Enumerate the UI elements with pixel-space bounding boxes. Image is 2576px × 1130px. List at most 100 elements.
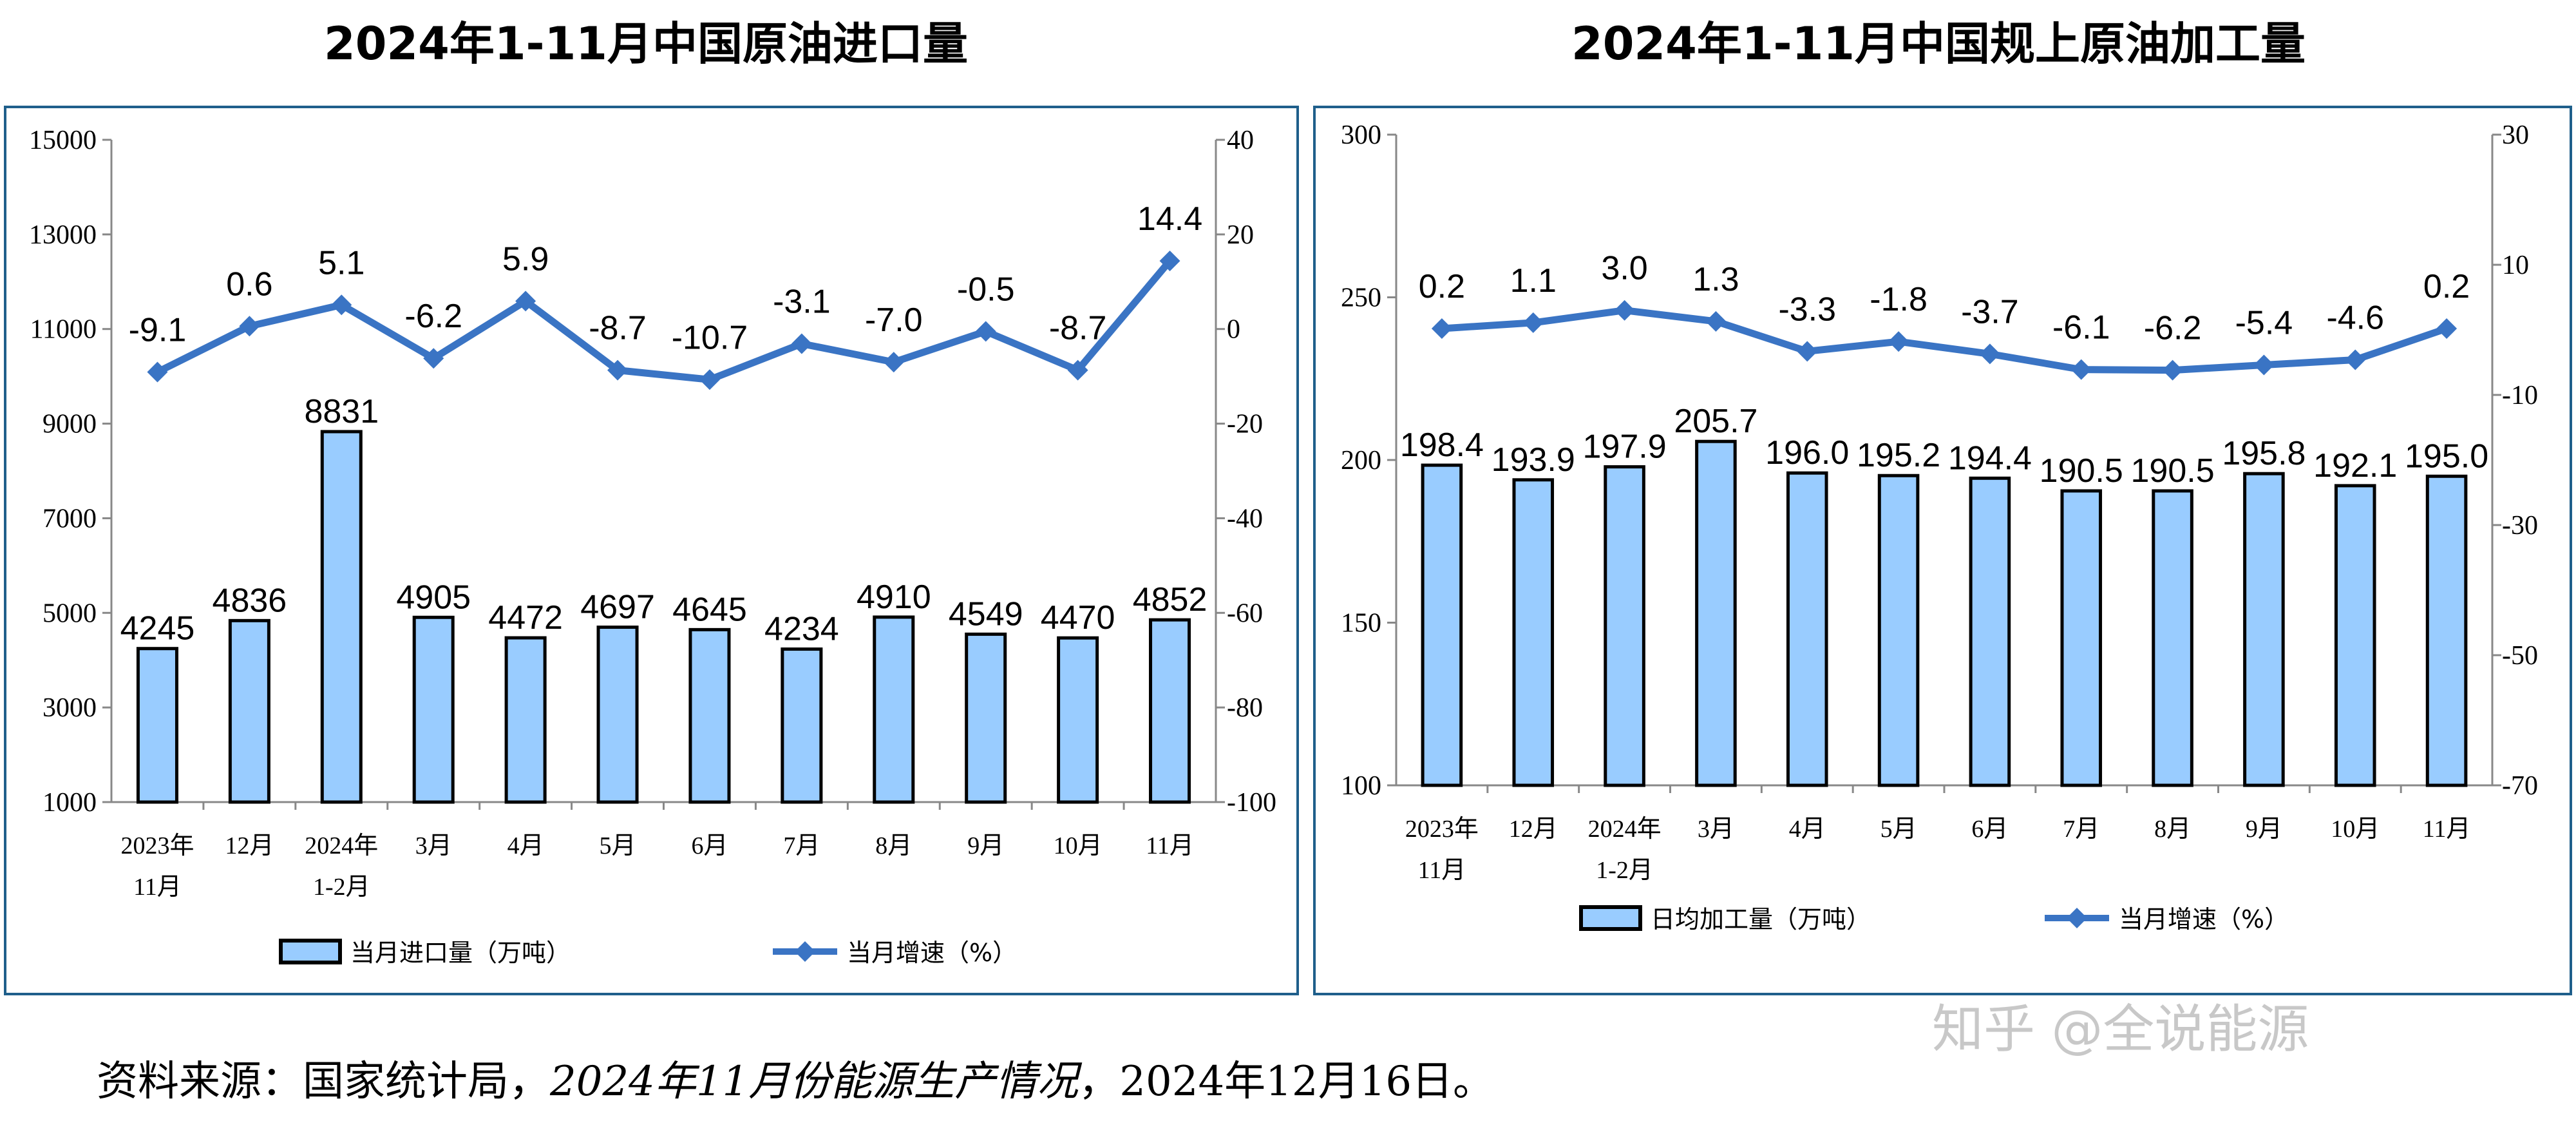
line-marker bbox=[239, 316, 260, 337]
left-tick-label: 1000 bbox=[43, 788, 97, 818]
left-tick-label: 11000 bbox=[30, 315, 97, 345]
bar-label: 193.9 bbox=[1492, 441, 1575, 479]
line-marker bbox=[2162, 359, 2183, 381]
bar bbox=[873, 615, 915, 804]
bar-label: 192.1 bbox=[2313, 447, 2397, 484]
category-label: 9月 bbox=[967, 832, 1004, 859]
category-label: 5月 bbox=[1880, 816, 1917, 843]
right-tick-label: 40 bbox=[1227, 126, 1254, 155]
category-label: 12月 bbox=[1509, 816, 1558, 843]
bar bbox=[2152, 489, 2193, 787]
legend-line-marker bbox=[795, 941, 815, 962]
line-marker bbox=[2070, 359, 2092, 380]
category-label: 3月 bbox=[1698, 816, 1734, 843]
category-label: 8月 bbox=[875, 832, 912, 859]
line-marker bbox=[975, 321, 996, 342]
line-marker bbox=[2253, 354, 2275, 376]
left-tick-label: 13000 bbox=[29, 220, 97, 250]
bar-label: 194.4 bbox=[1948, 439, 2032, 477]
bar bbox=[136, 647, 178, 804]
bar bbox=[781, 647, 823, 804]
right-tick-label: -100 bbox=[1227, 788, 1276, 818]
category-label: 11月 bbox=[2423, 816, 2471, 843]
category-label: 11月 bbox=[133, 874, 182, 901]
line-marker bbox=[2436, 318, 2458, 339]
category-label: 10月 bbox=[2331, 816, 2380, 843]
bar-label: 4245 bbox=[120, 610, 195, 647]
legend-line-marker bbox=[2067, 908, 2087, 928]
line-label: -3.3 bbox=[1778, 291, 1836, 328]
bar bbox=[1969, 476, 2011, 787]
line-label: -3.7 bbox=[1961, 293, 2019, 330]
watermark: 知乎 @全说能源 bbox=[1932, 999, 2309, 1059]
line-label: -7.0 bbox=[865, 302, 923, 339]
bar bbox=[1421, 463, 1463, 787]
chart-2: 2024年1-11月中国规上原油加工量 100 150 200 250 300 -70 -50… bbox=[1313, 17, 2572, 995]
left-tick-label: 9000 bbox=[43, 410, 97, 439]
bar-label: 190.5 bbox=[2040, 452, 2123, 490]
right-tick-label: 0 bbox=[1227, 315, 1240, 345]
line-label: -5.4 bbox=[2235, 305, 2293, 342]
legend-line-label: 当月增速（%） bbox=[847, 939, 1017, 967]
line-label: -6.1 bbox=[2052, 309, 2110, 347]
line-label: -6.2 bbox=[404, 298, 462, 335]
right-tick-label: -40 bbox=[1227, 504, 1263, 533]
line-label: 14.4 bbox=[1137, 200, 1202, 238]
line-marker bbox=[2345, 349, 2366, 370]
growth-line bbox=[1441, 307, 2448, 374]
line-marker bbox=[1797, 341, 1818, 362]
bar-label: 196.0 bbox=[1765, 434, 1849, 472]
bar bbox=[688, 627, 731, 804]
right-tick-label: -60 bbox=[1227, 599, 1263, 628]
bar-label: 4852 bbox=[1133, 581, 1208, 618]
right-tick-label: 10 bbox=[2502, 251, 2529, 280]
bar-label: 205.7 bbox=[1674, 403, 1757, 440]
right-tick-label: -20 bbox=[1227, 410, 1263, 439]
bar-label: 195.8 bbox=[2222, 435, 2306, 472]
bar-label: 4549 bbox=[949, 595, 1023, 633]
bar bbox=[1057, 636, 1099, 804]
bar-label: 8831 bbox=[304, 393, 379, 430]
bar bbox=[1512, 478, 1555, 787]
line-marker bbox=[423, 348, 444, 369]
line-label: -4.6 bbox=[2326, 299, 2384, 336]
bar-label: 4645 bbox=[672, 591, 747, 628]
line-marker bbox=[1614, 300, 1635, 321]
category-label: 6月 bbox=[691, 832, 728, 859]
bar bbox=[1695, 439, 1737, 787]
category-label: 10月 bbox=[1054, 832, 1103, 859]
left-tick-label: 100 bbox=[1341, 771, 1381, 801]
bar bbox=[596, 626, 639, 804]
bar-label: 197.9 bbox=[1583, 428, 1667, 466]
line-marker bbox=[1705, 311, 1727, 332]
left-tick-label: 7000 bbox=[43, 504, 97, 533]
category-label: 1-2月 bbox=[313, 874, 370, 901]
left-tick-label: 15000 bbox=[29, 126, 97, 155]
legend-bar-label: 当月进口量（万吨） bbox=[350, 939, 571, 967]
line-marker bbox=[1522, 312, 1544, 333]
line-label: 5.9 bbox=[502, 240, 549, 278]
line-marker bbox=[147, 361, 168, 383]
line-label: -10.7 bbox=[672, 319, 748, 356]
line-marker bbox=[1888, 331, 1909, 352]
right-tick-label: -10 bbox=[2502, 381, 2538, 410]
category-label: 2023年 bbox=[120, 832, 194, 859]
line-marker bbox=[1979, 343, 2000, 365]
chart-panel bbox=[1313, 106, 2572, 995]
line-label: 0.6 bbox=[226, 265, 272, 303]
line-label: 0.2 bbox=[2423, 268, 2470, 305]
category-label: 8月 bbox=[2154, 816, 2191, 843]
bar bbox=[1149, 618, 1191, 804]
line-label: 3.0 bbox=[1601, 250, 1647, 287]
bar-label: 195.0 bbox=[2405, 437, 2488, 475]
category-label: 9月 bbox=[2246, 816, 2282, 843]
bar-label: 195.2 bbox=[1857, 437, 1940, 474]
left-tick-label: 5000 bbox=[43, 599, 97, 628]
line-label: 1.3 bbox=[1692, 261, 1739, 298]
legend-bar-label: 日均加工量（万吨） bbox=[1651, 905, 1871, 934]
bar bbox=[1604, 465, 1645, 787]
bar-label: 4836 bbox=[213, 582, 287, 619]
category-label: 11月 bbox=[1418, 857, 1466, 884]
bar bbox=[320, 430, 363, 804]
line-label: -0.5 bbox=[957, 271, 1015, 308]
